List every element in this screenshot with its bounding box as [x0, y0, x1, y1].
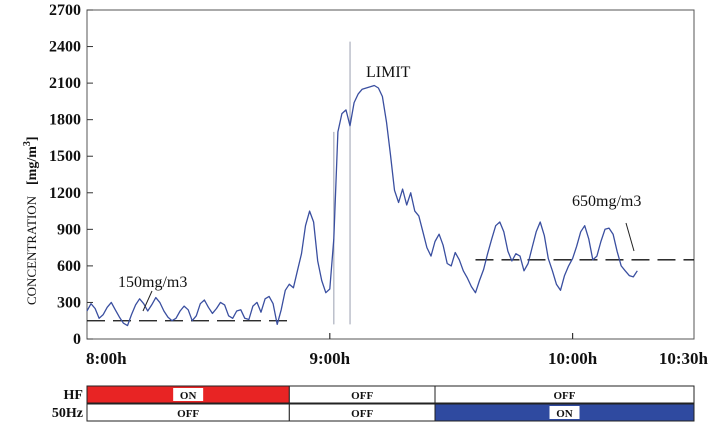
- high-level-annotation: 650mg/m3: [572, 193, 641, 210]
- limit-annotation: LIMIT: [366, 64, 411, 81]
- timeline-segment-label: OFF: [351, 408, 373, 420]
- y-tick-label: 2400: [49, 39, 81, 56]
- y-tick-label: 2100: [49, 75, 81, 92]
- y-tick-label: 1200: [49, 185, 81, 202]
- timeline-segment: [434, 385, 695, 404]
- y-tick-label: 1800: [49, 112, 81, 129]
- timeline-segment-label: OFF: [177, 408, 199, 420]
- y-axis-unit: [mg/m3]: [22, 136, 40, 185]
- y-axis-label: CONCENTRATION: [24, 195, 39, 305]
- timeline-segment-label: OFF: [351, 390, 373, 402]
- timeline-row-label: 50Hz: [52, 406, 83, 421]
- y-axis-title: CONCENTRATION [mg/m3]: [22, 136, 40, 305]
- y-tick-label: 1500: [49, 148, 81, 165]
- mode-timeline: HF ON OFF OFF 50Hz OFF OFF ON: [52, 385, 695, 422]
- x-ticks: 8:00h 9:00h 10:00h 10:30h: [86, 333, 709, 368]
- high-level-pointer: [625, 222, 635, 252]
- low-level-pointer: [142, 290, 153, 312]
- plot-frame: [86, 9, 695, 340]
- y-tick-label: 300: [57, 294, 81, 311]
- y-ticks: 0 300 600 900 1200 1500 1800 2100 2400 2700: [49, 2, 93, 348]
- timeline-row-label: HF: [64, 388, 83, 403]
- timeline-segment-label-box: [173, 388, 204, 401]
- x-tick-label: 8:00h: [86, 349, 127, 368]
- timeline-segment-label: ON: [556, 408, 573, 420]
- y-tick-label: 900: [57, 221, 81, 238]
- y-tick-label: 2700: [49, 2, 81, 19]
- timeline-segment-label-box: [549, 406, 580, 419]
- x-tick-label: 9:00h: [309, 349, 350, 368]
- y-tick-label: 0: [73, 331, 81, 348]
- timeline-segment-label: ON: [180, 390, 197, 402]
- x-tick-label: 10:30h: [659, 349, 709, 368]
- x-tick-label: 10:00h: [548, 349, 598, 368]
- low-level-annotation: 150mg/m3: [118, 274, 187, 291]
- concentration-series-line: [86, 84, 638, 327]
- y-tick-label: 600: [57, 258, 81, 275]
- timeline-segment-label: OFF: [554, 390, 576, 402]
